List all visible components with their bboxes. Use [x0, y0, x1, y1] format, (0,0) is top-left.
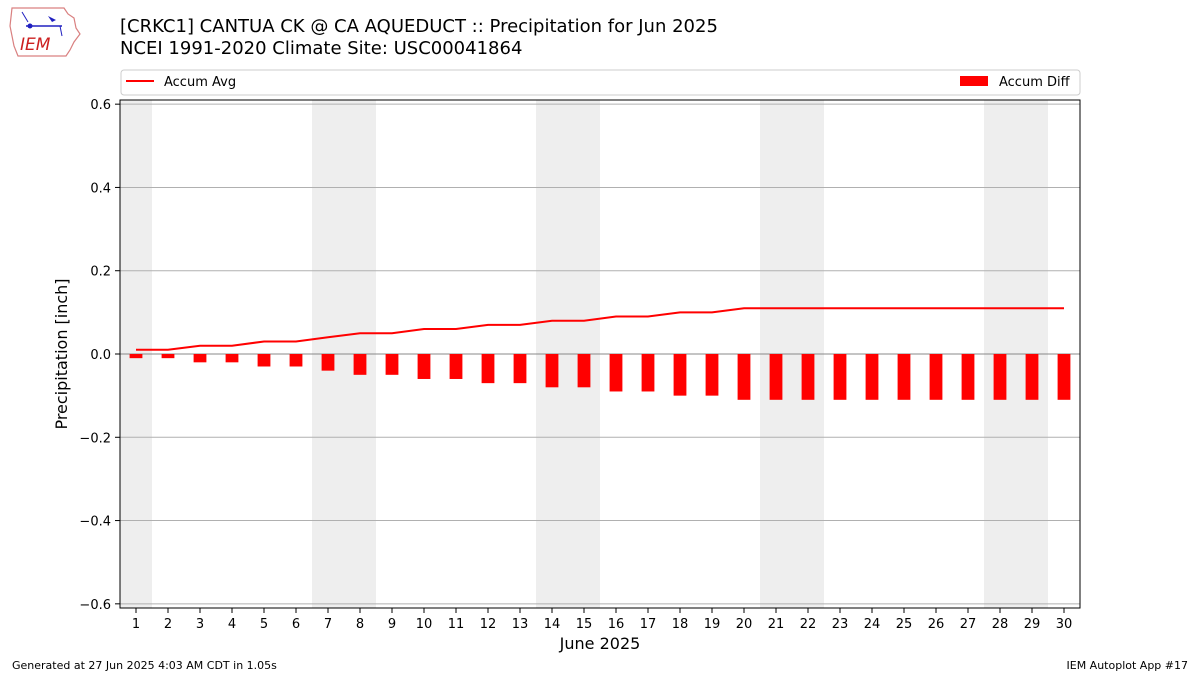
x-tick-label: 14 [544, 617, 561, 632]
bar-day-9 [385, 354, 399, 375]
x-tick-label: 17 [640, 617, 657, 632]
bar-day-6 [289, 354, 303, 367]
bar-day-15 [577, 354, 591, 388]
x-tick-label: 8 [356, 617, 364, 632]
bar-day-1 [129, 354, 143, 359]
legend: Accum Avg Accum Diff [120, 69, 1081, 96]
y-tick-label: −0.4 [79, 515, 111, 530]
y-tick-label: 0.0 [90, 348, 111, 363]
chart-title-block: [CRKC1] CANTUA CK @ CA AQUEDUCT :: Preci… [120, 16, 718, 60]
bar-day-2 [161, 354, 175, 359]
bar-day-18 [673, 354, 687, 396]
x-axis: 1 2 3 4 5 6 7 8 9 10 11 12 13 14 15 16 17 18 19 20 21 22 23 24 2… [132, 608, 1072, 632]
bar-day-27 [961, 354, 975, 400]
bar-day-23 [833, 354, 847, 400]
x-tick-label: 27 [960, 617, 977, 632]
legend-label-accum-diff: Accum Diff [999, 75, 1071, 90]
bar-day-8 [353, 354, 367, 375]
bar-day-26 [929, 354, 943, 400]
bar-day-4 [225, 354, 239, 363]
x-tick-label: 6 [292, 617, 300, 632]
x-tick-label: 13 [512, 617, 529, 632]
legend-bar-swatch [960, 76, 988, 86]
y-tick-label: −0.2 [79, 431, 111, 446]
x-tick-label: 1 [132, 617, 140, 632]
bar-day-10 [417, 354, 431, 379]
bar-day-16 [609, 354, 623, 392]
bar-day-24 [865, 354, 879, 400]
x-tick-label: 29 [1024, 617, 1041, 632]
y-tick-label: −0.6 [79, 598, 111, 613]
gridlines [120, 103, 1080, 605]
x-tick-label: 26 [928, 617, 945, 632]
accum-avg-line [136, 307, 1064, 351]
iem-logo: IEM [8, 6, 82, 62]
bar-day-7 [321, 354, 335, 371]
bar-day-19 [705, 354, 719, 396]
bar-day-28 [993, 354, 1007, 400]
accum-diff-bars [129, 354, 1071, 400]
bar-day-21 [769, 354, 783, 400]
bar-day-13 [513, 354, 527, 384]
x-tick-label: 18 [672, 617, 689, 632]
legend-box [120, 69, 1081, 96]
bar-day-25 [897, 354, 911, 400]
logo-text: IEM [20, 35, 51, 55]
x-tick-label: 5 [260, 617, 268, 632]
x-tick-label: 3 [196, 617, 204, 632]
x-tick-label: 25 [896, 617, 913, 632]
y-axis: −0.6 −0.4 −0.2 0.0 0.2 0.4 0.6 [79, 98, 120, 613]
bar-day-5 [257, 354, 271, 367]
x-tick-label: 23 [832, 617, 849, 632]
x-tick-label: 28 [992, 617, 1009, 632]
x-tick-label: 4 [228, 617, 236, 632]
chart-title: [CRKC1] CANTUA CK @ CA AQUEDUCT :: Preci… [120, 16, 718, 37]
footer-app: IEM Autoplot App #17 [1066, 659, 1189, 672]
x-axis-label: June 2025 [559, 634, 641, 653]
bar-day-12 [481, 354, 495, 384]
x-tick-label: 7 [324, 617, 332, 632]
bar-day-20 [737, 354, 751, 400]
chart-subtitle: NCEI 1991-2020 Climate Site: USC00041864 [120, 38, 523, 59]
bar-day-22 [801, 354, 815, 400]
x-tick-label: 15 [576, 617, 593, 632]
y-tick-label: 0.4 [90, 181, 111, 196]
x-tick-label: 30 [1056, 617, 1073, 632]
x-tick-label: 21 [768, 617, 785, 632]
bar-day-3 [193, 354, 207, 363]
y-axis-label: Precipitation [inch] [52, 278, 71, 429]
x-tick-label: 16 [608, 617, 625, 632]
bar-day-29 [1025, 354, 1039, 400]
bar-day-17 [641, 354, 655, 392]
x-tick-label: 10 [416, 617, 433, 632]
x-tick-label: 12 [480, 617, 497, 632]
x-tick-label: 9 [388, 617, 396, 632]
x-tick-label: 11 [448, 617, 465, 632]
y-tick-label: 0.2 [90, 265, 111, 280]
x-tick-label: 19 [704, 617, 721, 632]
bar-day-14 [545, 354, 559, 388]
x-tick-label: 20 [736, 617, 753, 632]
x-tick-label: 2 [164, 617, 172, 632]
x-tick-label: 22 [800, 617, 817, 632]
legend-label-accum-avg: Accum Avg [164, 75, 236, 90]
x-tick-label: 24 [864, 617, 881, 632]
bar-day-11 [449, 354, 463, 379]
bar-day-30 [1057, 354, 1071, 400]
footer-generated: Generated at 27 Jun 2025 4:03 AM CDT in … [12, 659, 277, 672]
y-tick-label: 0.6 [90, 98, 111, 113]
